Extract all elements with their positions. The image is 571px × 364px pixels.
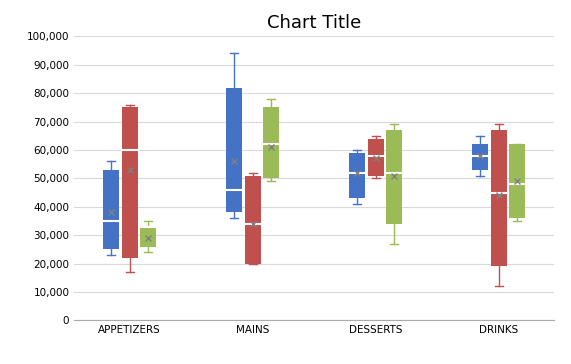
Title: Chart Title: Chart Title bbox=[267, 14, 361, 32]
Bar bbox=[509, 144, 525, 218]
Bar bbox=[368, 139, 384, 175]
Bar bbox=[103, 170, 119, 249]
Bar bbox=[122, 107, 138, 258]
Bar bbox=[263, 107, 279, 178]
Bar bbox=[490, 130, 506, 266]
Bar bbox=[386, 130, 402, 224]
Bar bbox=[349, 153, 365, 198]
Bar bbox=[472, 144, 488, 170]
Bar bbox=[244, 175, 260, 264]
Bar bbox=[140, 227, 156, 246]
Bar bbox=[226, 87, 242, 213]
